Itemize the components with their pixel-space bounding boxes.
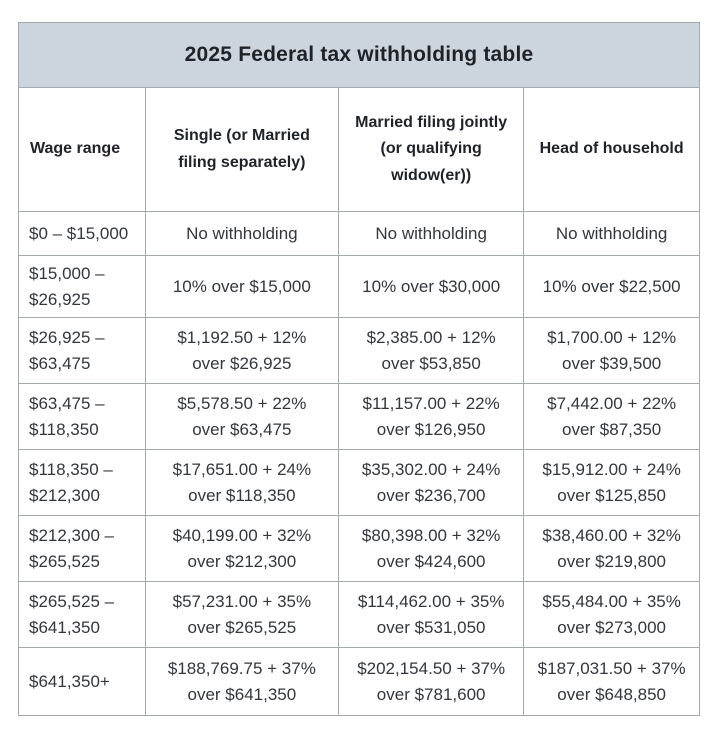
withholding-value-cell: No withholding	[338, 211, 525, 256]
withholding-value-cell: No withholding	[523, 211, 700, 256]
wage-range-cell: $26,925 – $63,475	[18, 317, 146, 384]
withholding-value-cell: 10% over $15,000	[144, 255, 340, 318]
withholding-value-cell: $40,199.00 + 32% over $212,300	[144, 515, 340, 582]
wage-range-cell: $15,000 – $26,925	[18, 255, 146, 318]
tax-withholding-table: 2025 Federal tax withholding table Wage …	[18, 22, 700, 716]
withholding-value-cell: $114,462.00 + 35% over $531,050	[338, 581, 525, 648]
withholding-value-cell: $1,192.50 + 12% over $26,925	[144, 317, 340, 384]
wage-range-cell: $63,475 – $118,350	[18, 383, 146, 450]
withholding-value-cell: $17,651.00 + 24% over $118,350	[144, 449, 340, 516]
wage-range-cell: $265,525 – $641,350	[18, 581, 146, 648]
withholding-value-cell: $55,484.00 + 35% over $273,000	[523, 581, 700, 648]
table-row: $212,300 – $265,525 $40,199.00 + 32% over…	[18, 515, 700, 582]
withholding-value-cell: $35,302.00 + 24% over $236,700	[338, 449, 525, 516]
table-row: $26,925 – $63,475 $1,192.50 + 12% over $2…	[18, 317, 700, 384]
wage-range-cell: $0 – $15,000	[18, 211, 146, 256]
column-header-married-filing-jointly: Married filing jointly (or qualifying wi…	[338, 87, 525, 212]
withholding-value-cell: $188,769.75 + 37% over $641,350	[144, 647, 340, 716]
table-body: $0 – $15,000 No withholding No withholding…	[18, 211, 700, 716]
table-row: $0 – $15,000 No withholding No withholding…	[18, 211, 700, 256]
table-row: $63,475 – $118,350 $5,578.50 + 22% over $…	[18, 383, 700, 450]
withholding-value-cell: $15,912.00 + 24% over $125,850	[523, 449, 700, 516]
column-header-head-of-household: Head of household	[523, 87, 700, 212]
withholding-value-cell: $202,154.50 + 37% over $781,600	[338, 647, 525, 716]
withholding-value-cell: $1,700.00 + 12% over $39,500	[523, 317, 700, 384]
column-header-single: Single (or Married filing separately)	[144, 87, 340, 212]
wage-range-cell: $118,350 – $212,300	[18, 449, 146, 516]
withholding-value-cell: $57,231.00 + 35% over $265,525	[144, 581, 340, 648]
column-header-wage-range: Wage range	[18, 87, 146, 212]
table-row: $641,350+ $188,769.75 + 37% over $641,350…	[18, 647, 700, 716]
withholding-value-cell: 10% over $30,000	[338, 255, 525, 318]
table-title: 2025 Federal tax withholding table	[18, 22, 700, 88]
table-header-row: Wage range Single (or Married filing sep…	[18, 87, 700, 212]
table-row: $118,350 – $212,300 $17,651.00 + 24% over…	[18, 449, 700, 516]
wage-range-cell: $641,350+	[18, 647, 146, 716]
table-head: 2025 Federal tax withholding table Wage …	[18, 22, 700, 212]
withholding-value-cell: $11,157.00 + 22% over $126,950	[338, 383, 525, 450]
withholding-value-cell: No withholding	[144, 211, 340, 256]
withholding-value-cell: $187,031.50 + 37% over $648,850	[523, 647, 700, 716]
table-row: $15,000 – $26,925 10% over $15,000 10% ove…	[18, 255, 700, 318]
withholding-value-cell: $80,398.00 + 32% over $424,600	[338, 515, 525, 582]
withholding-value-cell: $7,442.00 + 22% over $87,350	[523, 383, 700, 450]
withholding-value-cell: $5,578.50 + 22% over $63,475	[144, 383, 340, 450]
withholding-value-cell: 10% over $22,500	[523, 255, 700, 318]
table-title-row: 2025 Federal tax withholding table	[18, 22, 700, 88]
withholding-value-cell: $38,460.00 + 32% over $219,800	[523, 515, 700, 582]
table-row: $265,525 – $641,350 $57,231.00 + 35% over…	[18, 581, 700, 648]
wage-range-cell: $212,300 – $265,525	[18, 515, 146, 582]
withholding-value-cell: $2,385.00 + 12% over $53,850	[338, 317, 525, 384]
